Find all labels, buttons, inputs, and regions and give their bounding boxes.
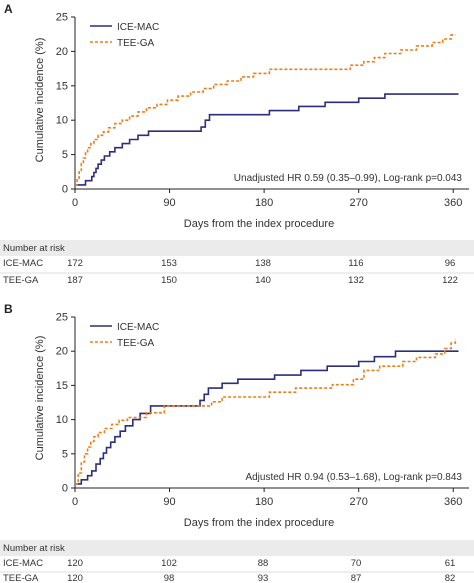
x-tick-label: 0 — [72, 496, 78, 508]
risk-title: Number at risk — [3, 243, 65, 254]
legend-ice-label: ICE-MAC — [117, 322, 159, 333]
risk-row-label: TEE-GA — [3, 573, 39, 583]
x-tick-label: 270 — [350, 197, 368, 209]
y-tick-label: 25 — [56, 312, 68, 324]
x-axis-label: Days from the index procedure — [184, 517, 334, 529]
axes: 0 5 10 15 20 25 0 90 180 270 360 — [56, 12, 469, 209]
risk-cell: 96 — [445, 258, 456, 269]
risk-row-label: TEE-GA — [3, 275, 39, 286]
x-tick-label: 270 — [350, 496, 368, 508]
plot-area — [75, 34, 459, 186]
panel-b: B Cumulative incidence (%) Days from the… — [0, 302, 474, 583]
risk-cell: 120 — [67, 558, 83, 569]
y-tick-label: 0 — [62, 483, 68, 495]
risk-row: TEE-GA 120 98 93 87 82 — [3, 573, 455, 583]
risk-cell: 187 — [67, 275, 83, 286]
x-tick-label: 360 — [444, 496, 462, 508]
risk-row: TEE-GA 187 150 140 132 122 — [3, 275, 458, 286]
risk-cell: 87 — [351, 573, 362, 583]
risk-cell: 120 — [67, 573, 83, 583]
risk-title: Number at risk — [3, 543, 65, 554]
legend-tee-label: TEE-GA — [117, 338, 155, 349]
series-line-ice-mac — [75, 350, 459, 485]
y-tick-label: 20 — [56, 46, 68, 58]
y-tick-label: 0 — [62, 184, 68, 196]
y-tick-label: 25 — [56, 12, 68, 24]
x-tick-label: 90 — [163, 496, 175, 508]
risk-row-label: ICE-MAC — [3, 258, 43, 269]
y-tick-label: 10 — [56, 115, 68, 127]
series-line-tee-ga — [75, 34, 456, 186]
y-axis-label: Cumulative incidence (%) — [34, 38, 46, 163]
risk-cell: 82 — [445, 573, 456, 583]
legend: ICE-MAC TEE-GA — [90, 22, 159, 49]
risk-cell: 88 — [258, 558, 269, 569]
risk-cell: 122 — [442, 275, 458, 286]
risk-cell: 140 — [255, 275, 271, 286]
risk-cell: 132 — [348, 275, 364, 286]
legend: ICE-MAC TEE-GA — [90, 322, 159, 349]
x-tick-label: 180 — [255, 197, 273, 209]
risk-cell: 153 — [161, 258, 177, 269]
risk-cell: 150 — [161, 275, 177, 286]
legend-tee-label: TEE-GA — [117, 38, 155, 49]
risk-cell: 116 — [348, 258, 363, 269]
y-tick-label: 20 — [56, 346, 68, 358]
risk-cell: 93 — [258, 573, 269, 583]
x-tick-label: 0 — [72, 197, 78, 209]
risk-title-band — [0, 540, 474, 556]
y-tick-label: 15 — [56, 80, 68, 92]
series-line-ice-mac — [75, 93, 459, 186]
panel-letter-a: A — [4, 2, 13, 16]
risk-cell: 61 — [445, 558, 456, 569]
risk-cell: 70 — [351, 558, 362, 569]
risk-cell: 138 — [255, 258, 271, 269]
x-tick-label: 90 — [163, 197, 175, 209]
risk-row: ICE-MAC 172 153 138 116 96 — [3, 258, 455, 269]
y-axis-label: Cumulative incidence (%) — [34, 336, 46, 461]
plot-area — [75, 338, 459, 485]
y-tick-label: 5 — [62, 149, 68, 161]
hr-annotation: Adjusted HR 0.94 (0.53–1.68), Log-rank p… — [245, 472, 462, 483]
risk-cell: 172 — [67, 258, 83, 269]
x-tick-label: 360 — [444, 197, 462, 209]
hr-annotation: Unadjusted HR 0.59 (0.35–0.99), Log-rank… — [234, 173, 463, 184]
risk-cell: 102 — [161, 558, 177, 569]
panel-a: A Cumulative incidence (%) Days from the… — [0, 2, 474, 286]
y-tick-label: 15 — [56, 380, 68, 392]
y-tick-label: 10 — [56, 414, 68, 426]
x-axis-label: Days from the index procedure — [184, 218, 334, 230]
risk-row-label: ICE-MAC — [3, 558, 43, 569]
legend-ice-label: ICE-MAC — [117, 22, 159, 33]
series-line-tee-ga — [75, 338, 457, 485]
risk-cell: 98 — [164, 573, 175, 583]
axes: 0 5 10 15 20 25 0 90 180 270 360 — [56, 312, 469, 508]
risk-row: ICE-MAC 120 102 88 70 61 — [3, 558, 455, 569]
x-tick-label: 180 — [255, 496, 273, 508]
risk-title-band — [0, 240, 474, 256]
y-tick-label: 5 — [62, 448, 68, 460]
panel-letter-b: B — [4, 302, 13, 316]
